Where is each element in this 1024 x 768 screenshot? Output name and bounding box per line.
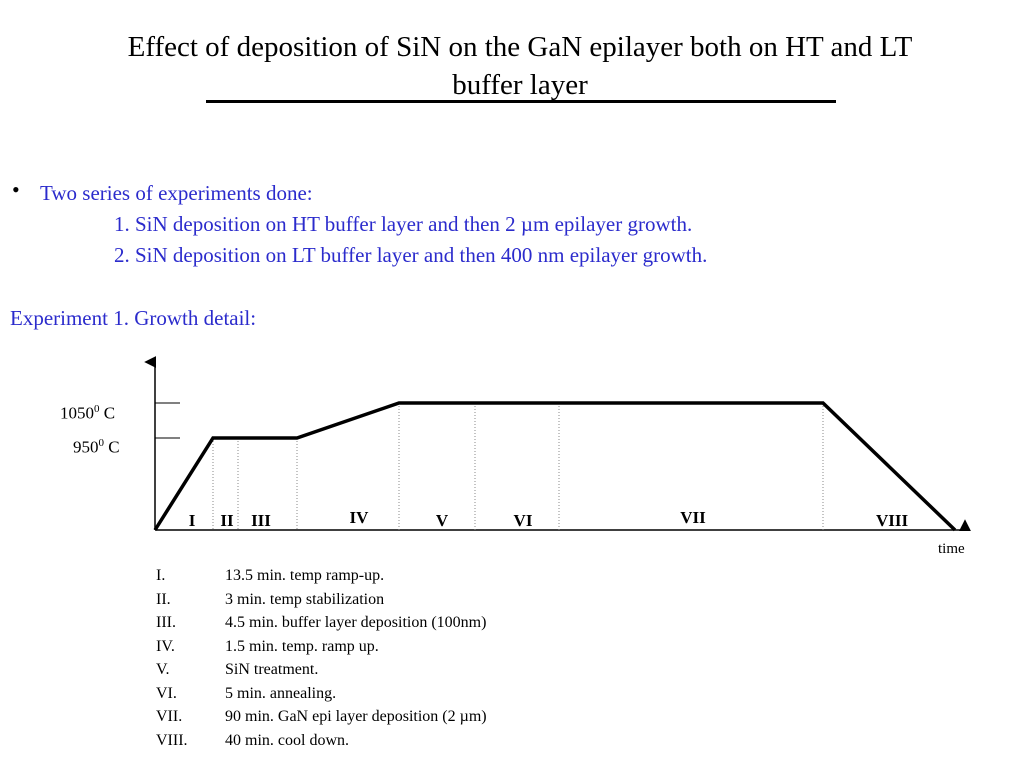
list-item: III. 4.5 min. buffer layer deposition (10… [156,614,487,631]
bullet-icon: • [12,177,20,202]
x-axis-label: time [938,541,965,557]
segment-label-1: I [189,511,196,530]
intro-text: Two series of experiments done: [40,181,313,205]
segment-label-2: II [220,511,234,530]
slide-title: Effect of deposition of SiN on the GaN e… [127,31,913,101]
segment-label-5: V [436,511,449,530]
segment-label-3: III [251,511,271,530]
temperature-profile-line [153,401,957,532]
list-item: II. 3 min. temp stabilization [156,590,385,608]
segment-label-6: VI [514,511,533,530]
y-label-1050: 10500 C [60,403,116,423]
segment-label-8: VIII [876,511,909,530]
list-item: IV. 1.5 min. temp. ramp up. [156,637,379,655]
list-item: VII. 90 min. GaN epi layer deposition (2 … [156,708,487,725]
list-item: VIII. 40 min. cool down. [156,731,349,749]
title-underline [206,100,836,103]
list-item: VI. 5 min. annealing. [156,684,337,702]
y-label-950: 9500 C [73,437,120,457]
step-list: I. 13.5 min. temp ramp-up. II. 3 min. temp… [156,564,487,752]
experiment-heading: Experiment 1. Growth detail: [10,306,257,330]
segment-label-4: IV [350,508,370,527]
list-item: V. SiN treatment. [156,661,319,678]
series-item-1: 1. SiN deposition on HT buffer layer and… [114,212,693,236]
series-item-2: 2. SiN deposition on LT buffer layer and… [114,243,708,267]
segment-label-7: VII [680,508,706,527]
list-item: I. 13.5 min. temp ramp-up. [156,567,385,584]
